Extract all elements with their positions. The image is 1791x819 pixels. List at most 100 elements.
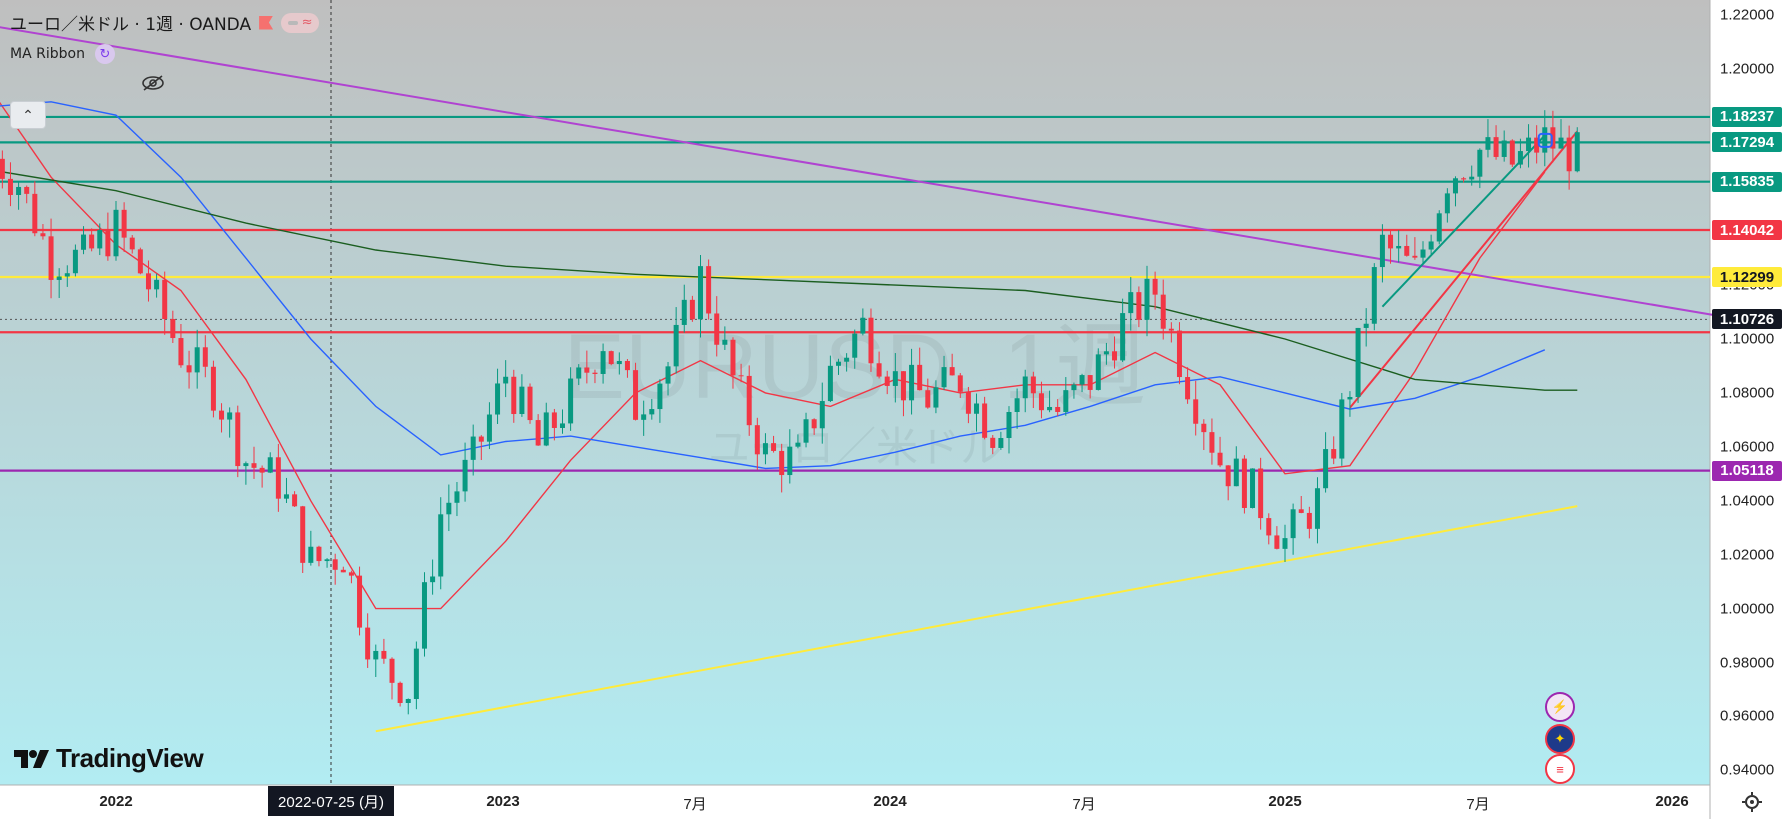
candle-body [665, 366, 671, 384]
candle-body [633, 370, 639, 420]
price-axis-tick: 0.98000 [1720, 654, 1775, 672]
candle-body [478, 436, 484, 442]
candle-body [787, 446, 793, 476]
candle-body [974, 403, 980, 414]
moving-average-line [0, 170, 1578, 391]
candle-body [551, 412, 557, 428]
candle-body [535, 420, 541, 446]
candle-body [559, 423, 565, 428]
wave-icon: ≈ [301, 15, 313, 30]
candle-body [332, 559, 338, 570]
candle-body [56, 276, 62, 280]
eu-flag-icon[interactable]: ✦ [1545, 724, 1575, 754]
candle-body [16, 186, 22, 196]
candle-body [308, 546, 314, 563]
candle-body [689, 299, 695, 320]
candle-body [219, 410, 225, 420]
candle-body [657, 383, 663, 410]
candle-body [1047, 406, 1053, 411]
trendline [375, 505, 1578, 733]
candle-body [64, 273, 70, 277]
collapse-legend-button[interactable]: ⌃ [10, 101, 46, 129]
candle-body [1095, 354, 1101, 390]
price-level-badge: 1.17294 [1712, 132, 1782, 153]
candle-body [1258, 468, 1264, 519]
trendline [1381, 134, 1546, 308]
price-level-badge: 1.14042 [1712, 220, 1782, 241]
time-axis-background [0, 785, 1710, 819]
candle-body [1136, 292, 1142, 320]
candle-body [543, 412, 549, 446]
candle-body [1071, 384, 1077, 391]
candle-body [1420, 249, 1426, 258]
price-axis-tick: 0.94000 [1720, 761, 1775, 779]
time-axis-label: 7月 [1072, 796, 1096, 813]
us-flag-icon[interactable]: ≡ [1545, 754, 1575, 784]
indicator-legend[interactable]: MA Ribbon ↻ [10, 44, 115, 64]
candle-body [771, 443, 777, 451]
candle-body [941, 367, 947, 388]
candle-body [795, 442, 801, 447]
candle-body [860, 317, 866, 334]
candle-body [900, 371, 906, 401]
candle-body [1331, 449, 1337, 459]
candle-body [1225, 465, 1231, 487]
candle-body [1063, 390, 1069, 412]
trendline [0, 26, 1740, 321]
candle-body [243, 463, 249, 467]
settings-gear-icon[interactable] [1740, 790, 1764, 814]
candle-body [511, 376, 517, 415]
candle-body [251, 463, 257, 468]
loading-icon: ↻ [94, 44, 115, 64]
candle-body [624, 360, 630, 371]
price-axis-tick: 1.04000 [1720, 492, 1775, 510]
candle-body [982, 403, 988, 438]
price-level-badge: 1.10726 [1712, 309, 1782, 330]
candle-body [48, 236, 54, 280]
price-level-badge: 1.15835 [1712, 171, 1782, 192]
candle-body [714, 313, 720, 345]
candle-body [316, 546, 322, 562]
symbol-title: ユーロ／米ドル · 1週 · OANDA [10, 15, 252, 35]
candle-body [32, 193, 38, 234]
tradingview-logo[interactable]: TradingView [14, 743, 204, 774]
candle-body [373, 650, 379, 660]
dash-icon [287, 20, 298, 25]
candle-body [137, 249, 143, 274]
lightning-icon[interactable]: ⚡ [1545, 692, 1575, 722]
candle-body [990, 437, 996, 448]
eye-hidden-icon[interactable] [141, 74, 165, 92]
candle-body [1120, 313, 1126, 361]
candle-body [495, 383, 501, 415]
candle-body [446, 502, 452, 515]
candle-body [1193, 399, 1199, 424]
candle-body [1452, 178, 1458, 194]
chevron-up-icon: ⌃ [22, 106, 34, 123]
candle-body [957, 375, 963, 392]
candle-body [1517, 151, 1523, 165]
time-axis-label: 7月 [1466, 796, 1490, 813]
price-axis-tick: 1.00000 [1720, 600, 1775, 618]
status-pill[interactable]: ≈ [281, 12, 320, 33]
candle-body [97, 230, 103, 249]
candle-body [1477, 149, 1483, 177]
candle-body [235, 412, 241, 467]
candle-body [754, 425, 760, 455]
symbol-legend[interactable]: ユーロ／米ドル · 1週 · OANDA ≈ [10, 10, 320, 35]
candle-body [1542, 127, 1548, 153]
candle-body [649, 409, 655, 415]
candle-body [1152, 278, 1158, 295]
candle-body [121, 209, 127, 238]
candle-body [1241, 458, 1247, 508]
candle-body [438, 514, 444, 577]
candle-body [1444, 193, 1450, 214]
candle-body [365, 627, 371, 660]
candle-body [1347, 396, 1353, 400]
candle-body [1404, 245, 1410, 256]
candle-body [1396, 245, 1402, 249]
candle-body [210, 366, 216, 411]
candle-body [1168, 328, 1174, 331]
candle-body [779, 450, 785, 476]
